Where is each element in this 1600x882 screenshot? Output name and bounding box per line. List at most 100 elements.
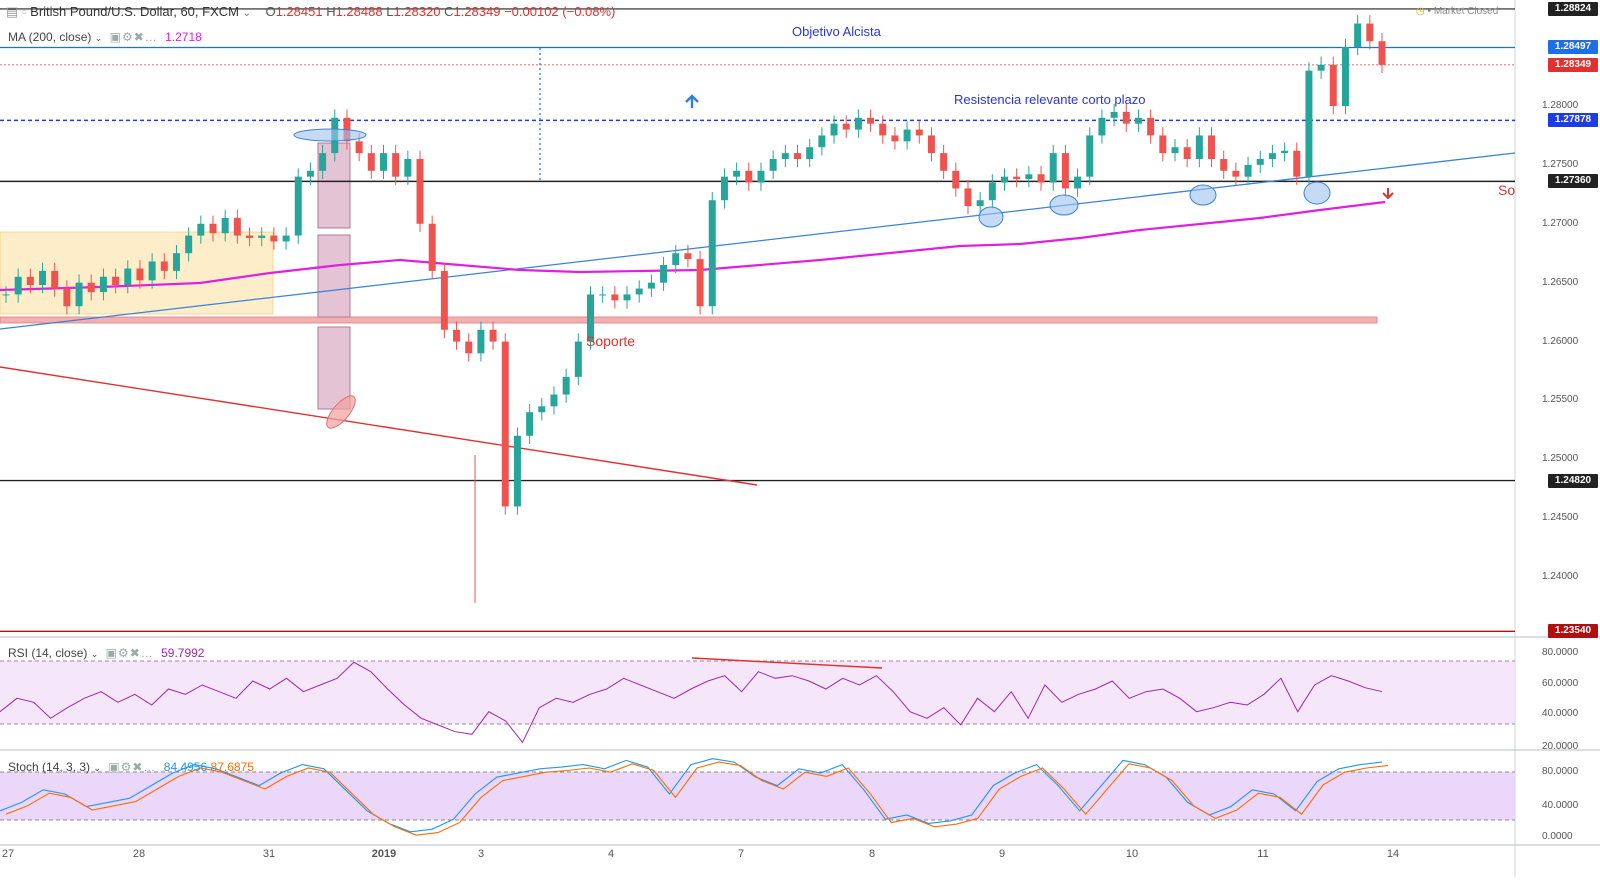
candle-body [1183,147,1191,159]
candle-body [1329,64,1337,106]
resistencia-label[interactable]: Resistencia relevante corto plazo [954,92,1146,107]
candle-body [538,406,546,413]
candle-body [781,153,789,159]
up-arrow-icon [685,94,699,108]
time-tick-label: 8 [868,848,876,860]
candle-body [319,153,327,171]
time-tick-label: 9 [998,848,1006,860]
chevron-down-icon[interactable]: ⌄ [242,8,251,19]
chevron-down-icon[interactable]: ⌄ [93,763,101,773]
stoch-d-value: 87.6875 [210,760,254,774]
time-tick-label: 27 [1,848,15,860]
chevron-down-icon[interactable]: ⌄ [90,649,99,659]
stoch-legend-label: Stoch (14, 3, 3) [8,760,91,774]
ohlc-open: 1.28451 [275,4,323,19]
soporte-label[interactable]: Soporte [586,333,636,349]
candle-body [1354,23,1362,48]
indicator-controls-icon[interactable]: ▣⚙✖… [108,760,157,774]
rsi-legend-label: RSI (14, close) [8,646,88,660]
circle-marker [1049,194,1079,216]
ma-legend[interactable]: MA (200, close) ⌄ ▣⚙✖… 1.2718 [8,30,202,44]
circle-marker [978,206,1004,228]
price-tick-label: 1.27500 [1542,158,1579,170]
candle-body [282,235,290,242]
price-badge: 1.28349 [1548,57,1598,72]
candle-body [964,188,972,207]
candle-body [501,341,509,507]
indicator-controls-icon[interactable]: ▣⚙✖… [105,646,154,660]
candle-body [599,294,607,296]
candle-body [1208,135,1216,159]
price-tick-label: 1.28000 [1542,100,1579,111]
candle-body [453,329,461,342]
circle-marker [293,128,367,142]
rsi-legend[interactable]: RSI (14, close) ⌄ ▣⚙✖… 59.7992 [8,646,204,660]
price-tick-label: 1.24000 [1542,571,1579,583]
candle-body [513,435,521,507]
candle-body [1159,135,1167,154]
time-tick-label: 7 [737,848,745,860]
rsi-legend-value: 59.7992 [161,646,205,660]
candle-body [1268,153,1276,159]
candle-body [270,235,278,242]
ohlc-low: 1.28320 [393,4,441,19]
rsi-tick-label: 40.0000 [1542,708,1579,719]
candle-body [1378,41,1386,65]
candle-body [708,200,716,307]
soporte-cut-label[interactable]: So [1498,182,1516,198]
ohlc-low-label: L [386,4,394,19]
candle-body [915,129,923,136]
candle-body [1317,64,1325,71]
stoch-legend[interactable]: Stoch (14, 3, 3) ⌄ ▣⚙✖… 84.4956 87.6875 [8,760,254,774]
candle-body [148,261,156,281]
measured-box [317,142,351,229]
price-tick-label: 1.25000 [1542,453,1579,465]
ohlc-close-label: C [444,4,454,19]
candle-body [14,276,22,295]
candle-body [818,135,826,148]
price-badge: 1.27360 [1548,174,1598,189]
candle-body [379,153,387,171]
candle-body [660,265,668,283]
candle-body [1256,159,1264,165]
candle-body [221,217,229,234]
candle-body [1013,176,1021,180]
candle-body [367,153,375,171]
time-tick-label: 28 [132,848,146,860]
price-badge: 1.28824 [1548,1,1598,16]
candle-body [611,294,619,301]
indicator-controls-icon[interactable]: ▣⚙✖… [109,30,158,44]
candle-body [99,276,107,293]
ohlc-change: −0.00102 (−0.08%) [504,4,616,19]
price-tick-label: 1.26500 [1542,276,1579,288]
candle-body [416,159,424,224]
candle-body [586,294,594,342]
candle-body [757,170,765,183]
candle-body [306,170,314,177]
candle-body [635,288,643,295]
time-tick-label: 11 [1257,848,1269,860]
candle-body [1305,70,1313,177]
price-badge: 1.24820 [1548,473,1598,488]
objetivo-alcista-label[interactable]: Objetivo Alcista [792,24,881,39]
collapse-icon[interactable]: ▤ [6,4,19,19]
candle-body [684,253,692,260]
candle-body [952,170,960,189]
candle-body [976,200,984,207]
chevron-down-icon[interactable]: ⌄ [94,33,103,43]
candle-body [124,268,132,286]
price-tick-label: 1.25500 [1542,394,1579,406]
candle-body [562,376,570,395]
candle-body [39,270,47,286]
symbol-legend[interactable]: ▤ ▫ British Pound/U.S. Dollar, 60, FXCM … [6,4,615,20]
candle-body [233,217,241,236]
price-tick-label: 1.27000 [1542,217,1579,229]
stoch-band [0,772,1515,820]
ma-legend-value: 1.2718 [165,30,202,44]
measured-box [317,234,351,318]
stoch-tick-label: 80.0000 [1542,766,1579,777]
price-tick-label: 1.24500 [1542,512,1579,524]
